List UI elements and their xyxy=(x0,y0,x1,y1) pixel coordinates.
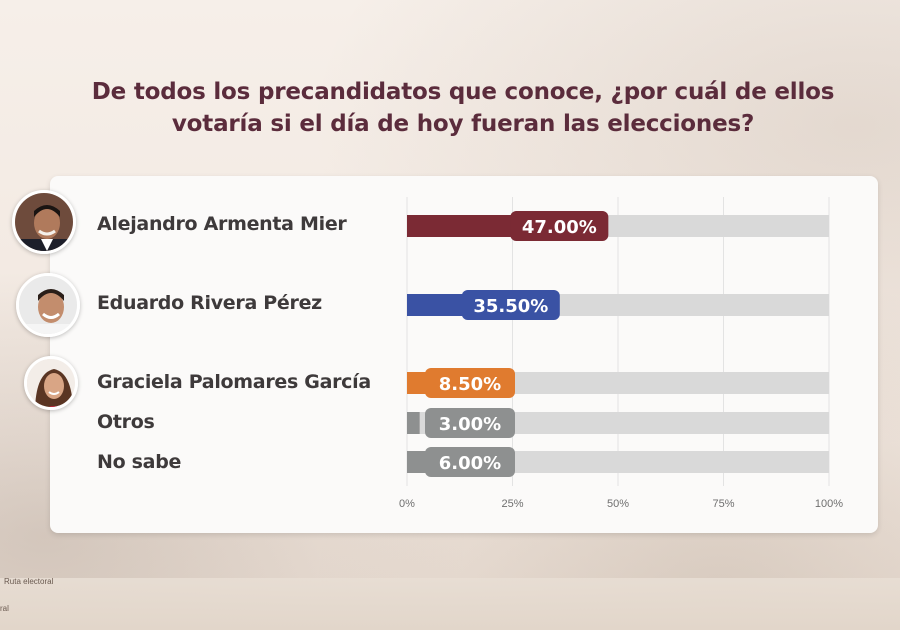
bar-label-2: Graciela Palomares García xyxy=(97,371,371,393)
avatar-alejandro-armenta xyxy=(12,190,76,254)
tick-label-4: 100% xyxy=(815,498,843,510)
data-label-0: 47.00% xyxy=(522,217,597,238)
value-pill-2 xyxy=(425,368,515,398)
portrait-icon xyxy=(19,276,77,334)
bar-label-3: Otros xyxy=(97,411,155,433)
footer-strip xyxy=(0,578,900,630)
tick-label-2: 50% xyxy=(607,498,629,510)
bar-label-0: Alejandro Armenta Mier xyxy=(97,213,347,235)
data-label-1: 35.50% xyxy=(473,296,548,317)
avatar-graciela-palomares xyxy=(24,356,78,410)
chart-title-line-2: votaría si el día de hoy fueran las elec… xyxy=(171,111,755,137)
footer-text-2: ral xyxy=(0,604,9,613)
data-label-4: 6.00% xyxy=(439,453,501,474)
chart-title-line-1: De todos los precandidatos que conoce, ¿… xyxy=(91,79,835,105)
data-label-2: 8.50% xyxy=(439,374,501,395)
avatar-eduardo-rivera xyxy=(16,273,80,337)
value-pill-3 xyxy=(425,408,515,438)
portrait-icon xyxy=(27,359,75,407)
bar-3 xyxy=(407,412,420,434)
footer-text-1: Ruta electoral xyxy=(4,577,54,586)
value-pill-4 xyxy=(425,447,515,477)
tick-label-3: 75% xyxy=(712,498,734,510)
value-pill-1 xyxy=(461,290,560,320)
data-label-3: 3.00% xyxy=(439,414,501,435)
chart-title: De todos los precandidatos que conoce, ¿… xyxy=(50,76,876,140)
tick-label-0: 0% xyxy=(399,498,415,510)
bar-label-4: No sabe xyxy=(97,451,182,473)
tick-label-1: 25% xyxy=(501,498,523,510)
value-pill-0 xyxy=(510,211,609,241)
bar-label-1: Eduardo Rivera Pérez xyxy=(97,292,322,314)
